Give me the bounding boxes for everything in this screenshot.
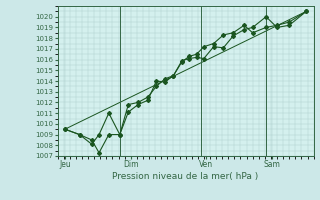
X-axis label: Pression niveau de la mer( hPa ): Pression niveau de la mer( hPa ) [112,172,259,181]
